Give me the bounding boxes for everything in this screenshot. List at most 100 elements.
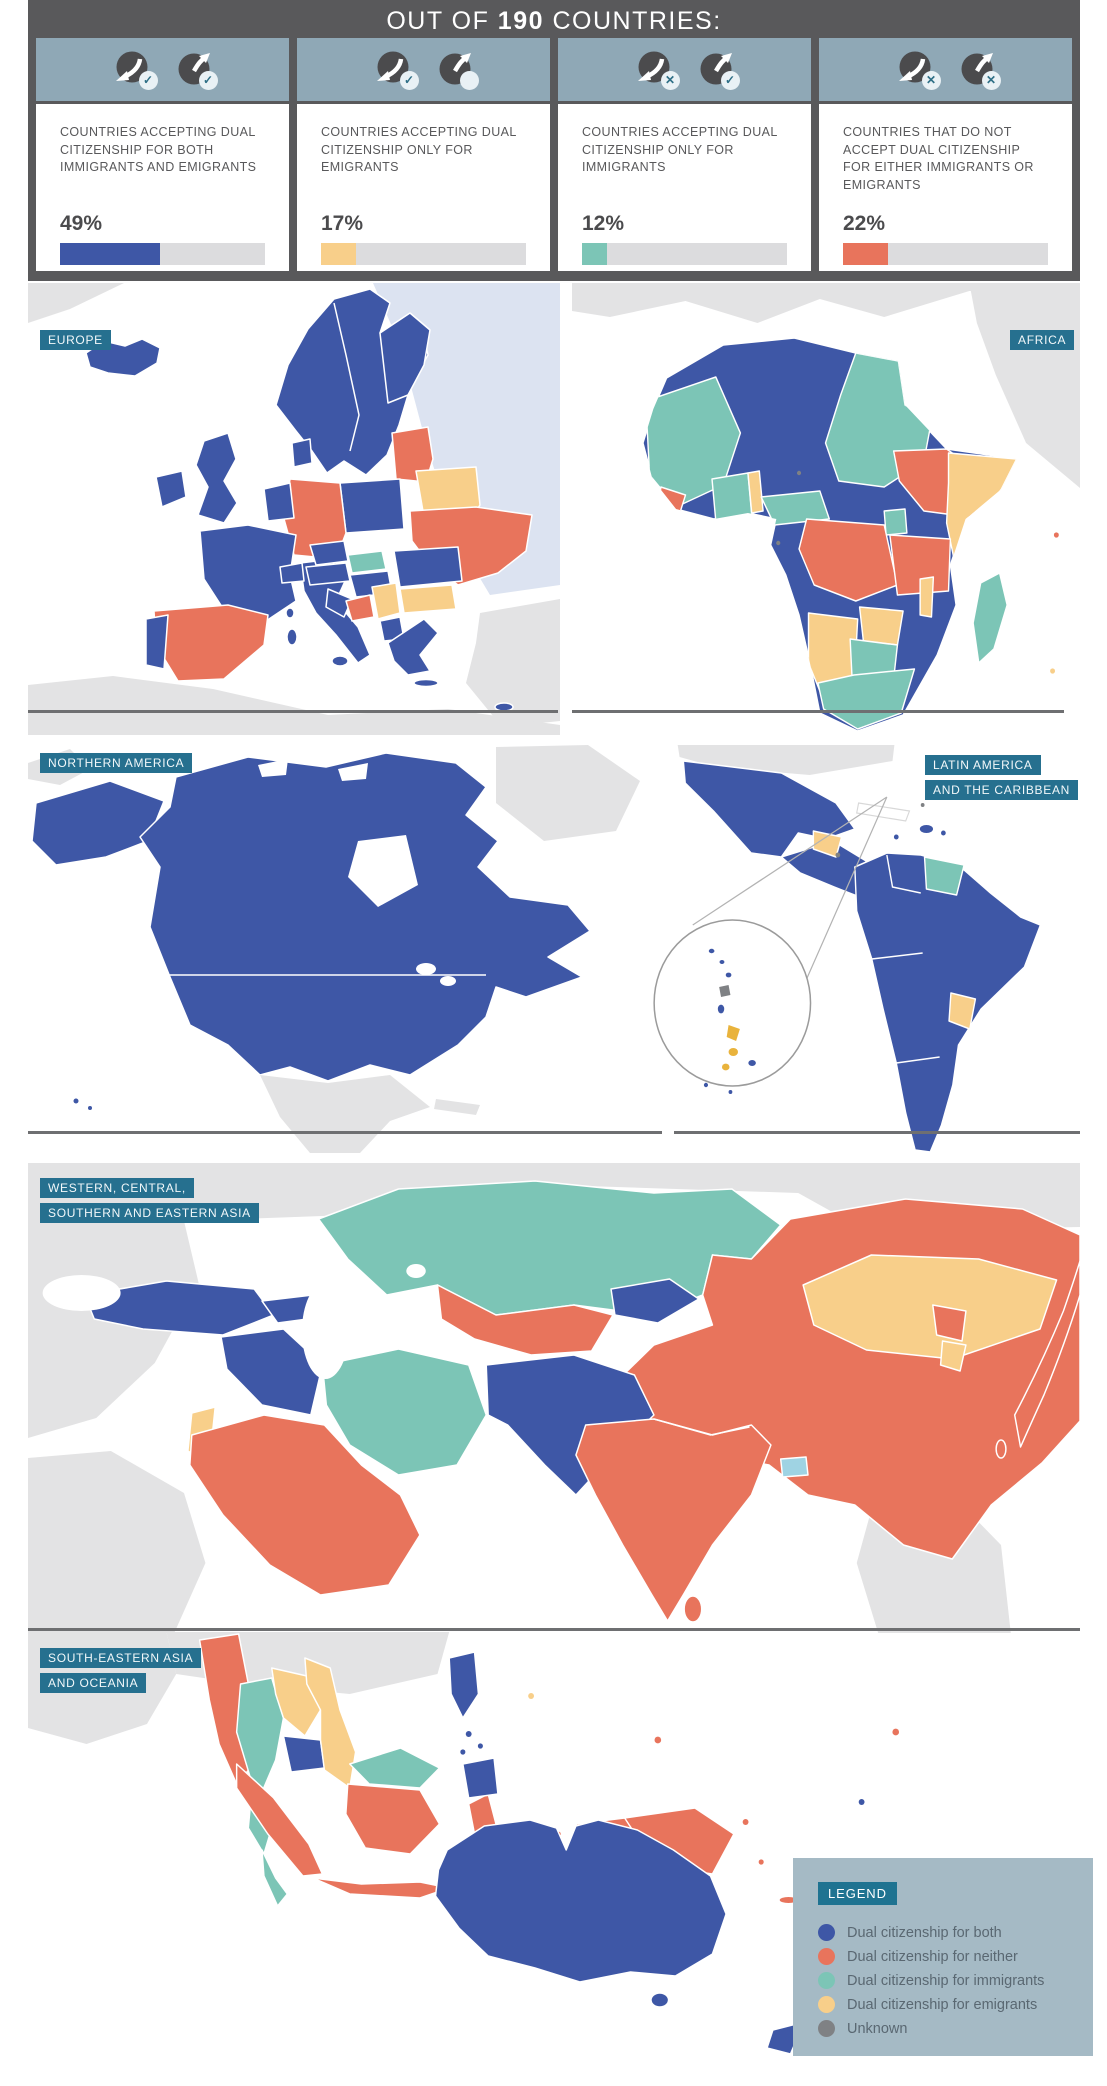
legend-item-label: Dual citizenship for emigrants — [847, 1996, 1038, 2013]
stat-bar-track — [321, 243, 526, 265]
region-label-text: WESTERN, CENTRAL, — [40, 1178, 194, 1198]
separator-line — [572, 710, 1064, 713]
region-label-asia: WESTERN, CENTRAL, SOUTHERN AND EASTERN A… — [40, 1178, 259, 1223]
emigrant-arrow-icon: ✓ — [374, 50, 419, 90]
separator-line — [28, 1131, 662, 1134]
title-suffix: COUNTRIES: — [544, 7, 722, 35]
caribbean-magnifier-circle — [653, 919, 812, 1087]
region-label-text: EUROPE — [40, 330, 111, 350]
emigrant-arrow-icon: ✕ — [635, 50, 680, 90]
region-label-text: LATIN AMERICA — [925, 755, 1041, 775]
region-label-text: AND THE CARIBBEAN — [925, 780, 1079, 800]
northern-america-countries — [31, 752, 591, 1110]
emigrant-arrow-icon: ✓ — [113, 50, 158, 90]
legend-dot-emigrants — [818, 1996, 835, 2013]
map-asia — [28, 1163, 1080, 1633]
stat-panel-body: COUNTRIES ACCEPTING DUAL CITIZENSHIP ONL… — [558, 104, 811, 271]
stat-panel-body: COUNTRIES ACCEPTING DUAL CITIZENSHIP ONL… — [297, 104, 550, 271]
stat-panel-body: COUNTRIES THAT DO NOT ACCEPT DUAL CITIZE… — [819, 104, 1072, 271]
asia-countries — [83, 1180, 1080, 1623]
region-label-northern-america: NORTHERN AMERICA — [40, 753, 193, 773]
stat-percent: 12% — [582, 212, 625, 235]
legend-item: Dual citizenship for neither — [818, 1948, 1093, 1965]
title-number: 190 — [497, 7, 545, 35]
legend-dot-unknown — [818, 2020, 835, 2037]
se-asia-countries — [198, 1633, 900, 2055]
region-label-text: SOUTHERN AND EASTERN ASIA — [40, 1203, 259, 1223]
region-label-text: SOUTH-EASTERN ASIA — [40, 1648, 202, 1668]
map-latin-america — [653, 745, 1042, 1153]
stat-label: COUNTRIES ACCEPTING DUAL CITIZENSHIP ONL… — [582, 125, 778, 174]
legend-dot-neither — [818, 1948, 835, 1965]
map-africa — [572, 283, 1080, 732]
immigrant-arrow-icon: ✓ — [173, 50, 218, 90]
stat-label: COUNTRIES THAT DO NOT ACCEPT DUAL CITIZE… — [843, 125, 1034, 192]
region-label-se-asia-oceania: SOUTH-EASTERN ASIA AND OCEANIA — [40, 1648, 202, 1693]
stat-percent: 22% — [843, 212, 886, 235]
legend-dot-both — [818, 1924, 835, 1941]
map-europe — [28, 283, 560, 735]
stat-panels: ✓ ✓ COUNTRIES ACCEPTING DUAL CITIZENSHIP… — [36, 38, 1072, 271]
legend-item-label: Dual citizenship for immigrants — [847, 1972, 1045, 1989]
stat-bar-fill — [321, 243, 356, 265]
emigrant-status-badge: ✓ — [399, 70, 419, 90]
region-label-text: AFRICA — [1010, 330, 1075, 350]
separator-line — [28, 1628, 1080, 1631]
map-northern-america — [28, 745, 640, 1153]
separator-line — [28, 710, 558, 713]
stat-bar-track — [843, 243, 1048, 265]
icon-strip: ✕ ✕ — [819, 38, 1072, 104]
stat-percent: 49% — [60, 212, 103, 235]
emigrant-status-badge: ✕ — [660, 70, 680, 90]
legend-item-label: Dual citizenship for both — [847, 1924, 1002, 1941]
page-title: OUT OF 190 COUNTRIES: — [28, 7, 1080, 36]
stat-bar-fill — [60, 243, 161, 265]
stat-panel-both: ✓ ✓ COUNTRIES ACCEPTING DUAL CITIZENSHIP… — [36, 38, 289, 271]
stat-panel-immigrants-only: ✕ ✓ COUNTRIES ACCEPTING DUAL CITIZENSHIP… — [558, 38, 811, 271]
emigrant-status-badge: ✕ — [921, 70, 941, 90]
immigrant-arrow-icon — [434, 50, 479, 90]
stat-bar-track — [60, 243, 265, 265]
legend-item: Dual citizenship for both — [818, 1924, 1093, 1941]
stat-percent: 17% — [321, 212, 364, 235]
legend-item: Dual citizenship for immigrants — [818, 1972, 1093, 1989]
region-label-europe: EUROPE — [40, 330, 111, 350]
stat-label: COUNTRIES ACCEPTING DUAL CITIZENSHIP ONL… — [321, 125, 517, 174]
icon-strip: ✓ ✓ — [36, 38, 289, 104]
europe-countries — [85, 288, 533, 712]
icon-strip: ✕ ✓ — [558, 38, 811, 104]
region-label-text: NORTHERN AMERICA — [40, 753, 193, 773]
emigrant-arrow-icon: ✕ — [896, 50, 941, 90]
legend-item: Unknown — [818, 2020, 1093, 2037]
region-label-latin-america: LATIN AMERICA AND THE CARIBBEAN — [925, 755, 1079, 800]
legend-item: Dual citizenship for emigrants — [818, 1996, 1093, 2013]
caribbean-magnifier — [653, 796, 888, 1094]
stat-panel-emigrants-only: ✓ COUNTRIES ACCEPTING DUAL CITIZENSHIP O… — [297, 38, 550, 271]
stat-bar-track — [582, 243, 787, 265]
stat-label: COUNTRIES ACCEPTING DUAL CITIZENSHIP FOR… — [60, 125, 257, 174]
stat-bar-fill — [843, 243, 889, 265]
header: OUT OF 190 COUNTRIES: ✓ ✓ COUNTRIES ACCE… — [28, 0, 1080, 281]
stat-panel-neither: ✕ ✕ COUNTRIES THAT DO NOT ACCEPT DUAL CI… — [819, 38, 1072, 271]
stat-bar-fill — [582, 243, 607, 265]
immigrant-status-badge: ✓ — [720, 70, 740, 90]
africa-countries — [645, 352, 1017, 730]
immigrant-status-badge: ✕ — [981, 70, 1001, 90]
immigrant-status-badge — [459, 70, 479, 90]
stat-panel-body: COUNTRIES ACCEPTING DUAL CITIZENSHIP FOR… — [36, 104, 289, 271]
region-label-text: AND OCEANIA — [40, 1673, 147, 1693]
immigrant-arrow-icon: ✕ — [956, 50, 1001, 90]
region-label-africa: AFRICA — [1010, 330, 1075, 350]
legend-item-label: Unknown — [847, 2020, 908, 2037]
legend-title: LEGEND — [818, 1882, 897, 1905]
emigrant-status-badge: ✓ — [138, 70, 158, 90]
legend-dot-immigrants — [818, 1972, 835, 1989]
icon-strip: ✓ — [297, 38, 550, 104]
immigrant-status-badge: ✓ — [198, 70, 218, 90]
immigrant-arrow-icon: ✓ — [695, 50, 740, 90]
legend-item-label: Dual citizenship for neither — [847, 1948, 1018, 1965]
separator-line — [674, 1131, 1080, 1134]
title-prefix: OUT OF — [386, 7, 498, 35]
legend-panel: LEGEND Dual citizenship for both Dual ci… — [793, 1858, 1093, 2056]
